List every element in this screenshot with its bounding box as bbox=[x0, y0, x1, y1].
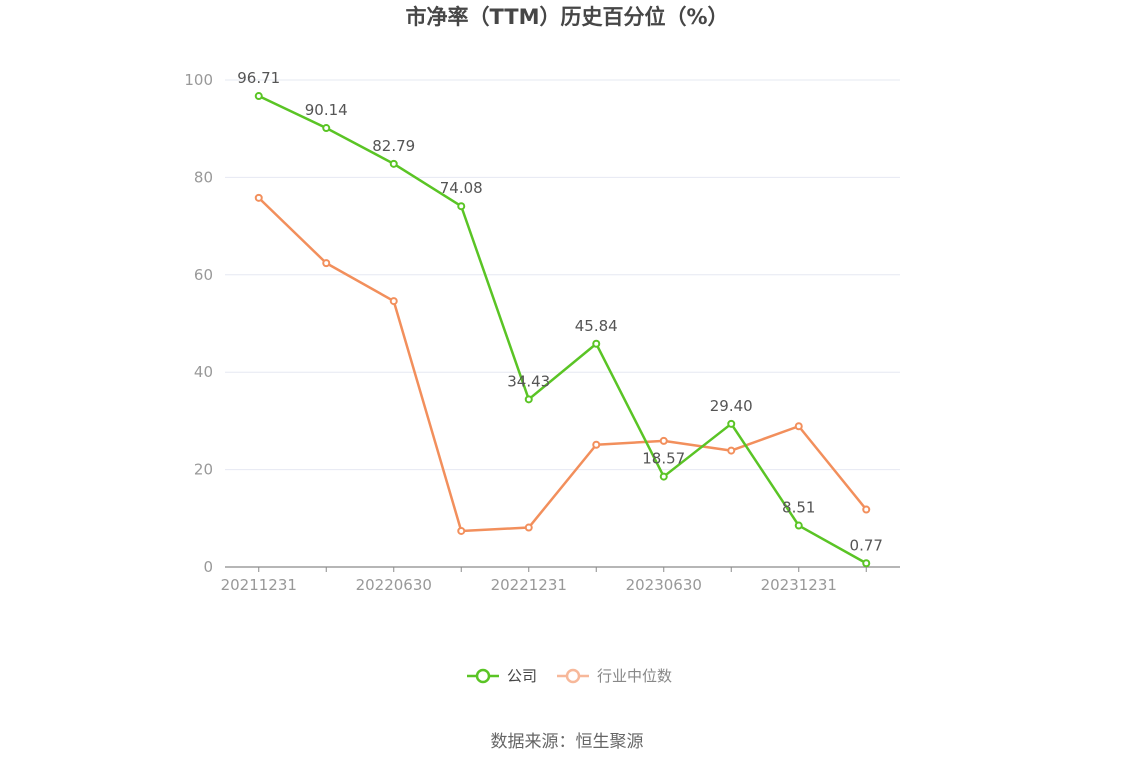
legend-marker bbox=[475, 668, 491, 684]
x-tick-label: 20220630 bbox=[356, 576, 432, 594]
data-point bbox=[389, 159, 398, 168]
data-labels: 96.71 90.14 82.79 74.08 34.43 45.84 18.57 29.40… bbox=[237, 69, 883, 554]
data-point bbox=[659, 436, 668, 445]
y-tick-label: 0 bbox=[203, 558, 213, 576]
data-label: 74.08 bbox=[440, 179, 483, 197]
data-point bbox=[524, 523, 533, 532]
series-line bbox=[257, 196, 868, 533]
legend-label: 行业中位数 bbox=[597, 667, 672, 685]
data-point bbox=[389, 297, 398, 306]
data-label: 0.77 bbox=[850, 536, 883, 554]
data-point bbox=[322, 259, 331, 268]
data-label: 82.79 bbox=[372, 137, 415, 155]
y-tick-label: 60 bbox=[194, 266, 213, 284]
legend-label: 公司 bbox=[507, 667, 537, 685]
x-tick-label: 20211231 bbox=[221, 576, 297, 594]
data-point bbox=[794, 422, 803, 431]
data-point bbox=[727, 446, 736, 455]
data-point bbox=[862, 559, 871, 568]
data-point bbox=[592, 440, 601, 449]
data-point bbox=[457, 202, 466, 211]
data-point bbox=[254, 193, 263, 202]
data-point bbox=[862, 505, 871, 514]
y-tick-label: 80 bbox=[194, 168, 213, 186]
data-label: 96.71 bbox=[237, 69, 280, 87]
data-label: 29.40 bbox=[710, 397, 753, 415]
data-point bbox=[659, 472, 668, 481]
legend-marker bbox=[565, 668, 581, 684]
grid-lines bbox=[225, 79, 900, 471]
y-tick-label: 100 bbox=[184, 71, 213, 89]
data-point bbox=[794, 521, 803, 530]
data-label: 34.43 bbox=[507, 372, 550, 390]
source-note: 数据来源：恒生聚源 bbox=[491, 732, 644, 752]
x-tick-label: 20221231 bbox=[491, 576, 567, 594]
data-label: 18.57 bbox=[642, 450, 685, 468]
y-tick-label: 20 bbox=[194, 461, 213, 479]
data-point bbox=[457, 526, 466, 535]
data-point bbox=[524, 395, 533, 404]
series-line bbox=[258, 94, 867, 565]
y-tick-label: 40 bbox=[194, 363, 213, 381]
data-point bbox=[727, 419, 736, 428]
data-label: 45.84 bbox=[575, 317, 618, 335]
x-tick-label: 20231231 bbox=[761, 576, 837, 594]
data-point bbox=[254, 92, 263, 101]
series-layer bbox=[254, 92, 871, 568]
data-point bbox=[322, 124, 331, 133]
data-label: 8.51 bbox=[782, 499, 815, 517]
data-point bbox=[592, 339, 601, 348]
chart-title: 市净率（TTM）历史百分位（%） bbox=[405, 5, 728, 29]
data-label: 90.14 bbox=[305, 101, 348, 119]
axes: 0 20 40 60 80 100 20211231 20220630 20221231 2023… bbox=[184, 71, 900, 594]
x-tick-label: 20230630 bbox=[626, 576, 702, 594]
legend: 公司 行业中位数 bbox=[467, 667, 672, 685]
